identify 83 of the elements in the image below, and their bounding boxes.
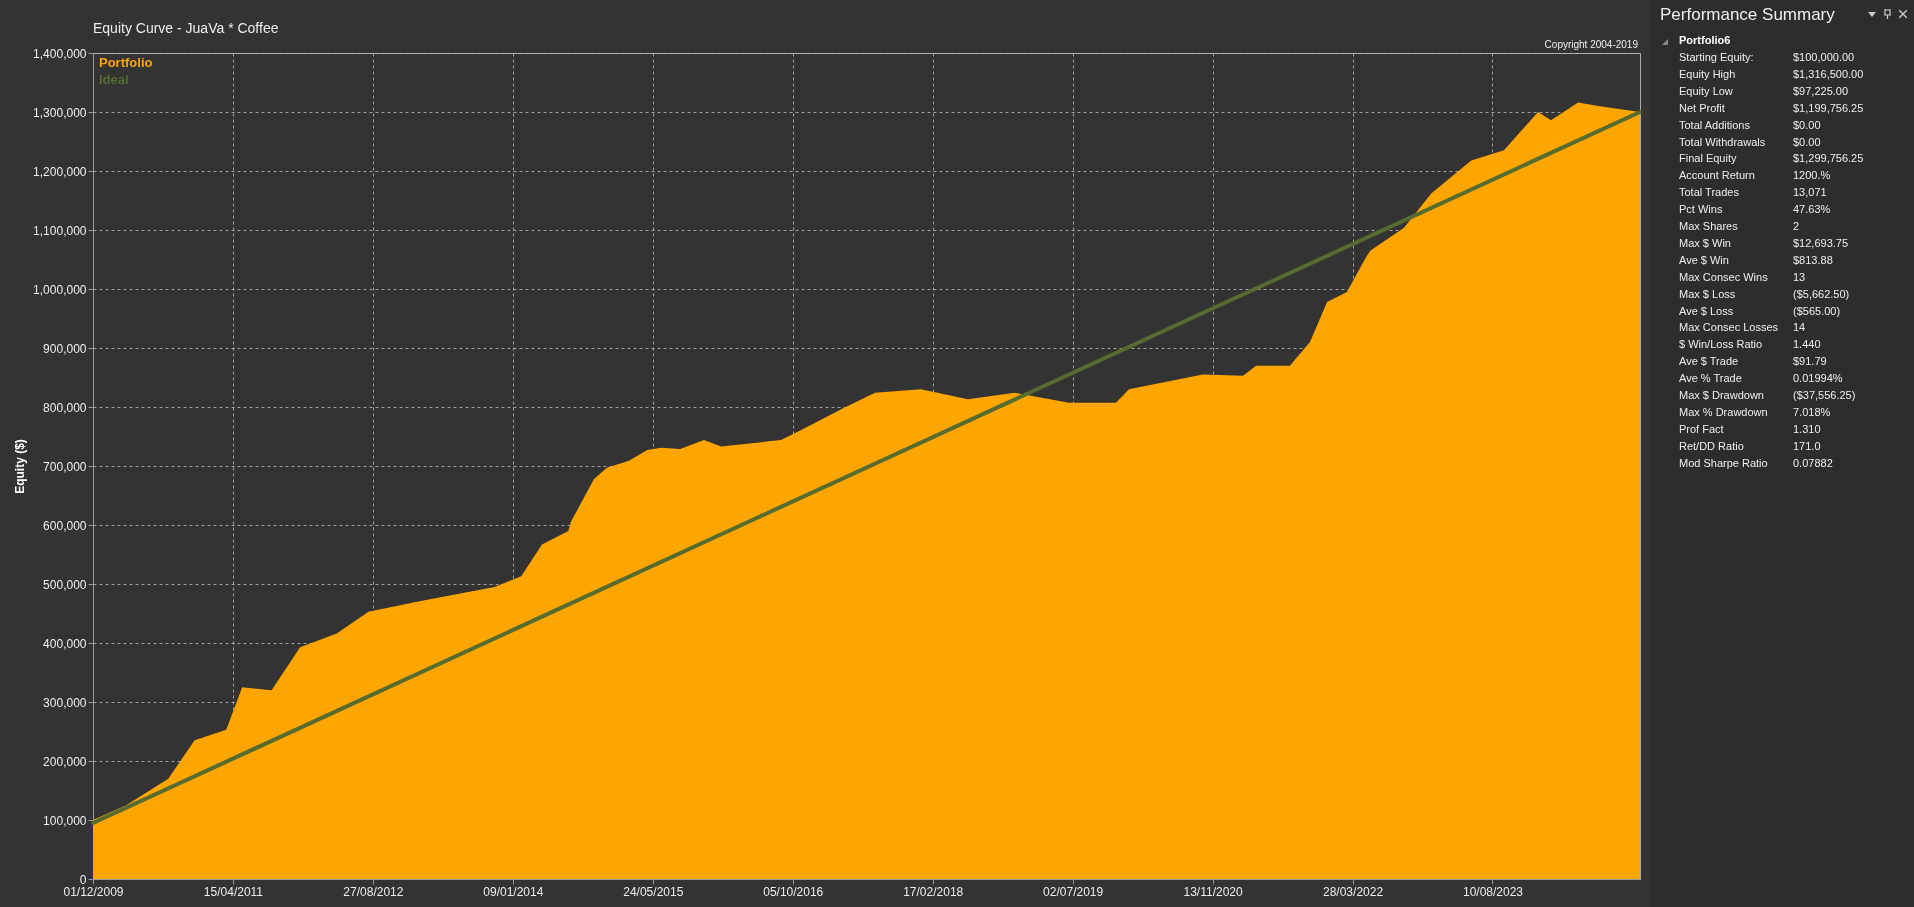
text: Max $ Drawdown xyxy=(1679,389,1764,401)
text: 2 xyxy=(1793,220,1800,232)
text: Max % Drawdown xyxy=(1679,405,1768,418)
text: Starting Equity: xyxy=(1679,51,1754,63)
text: Max Consec Wins xyxy=(1679,270,1769,283)
text: Prof Fact xyxy=(1679,422,1724,435)
y-tick-label: 400,000 xyxy=(43,636,87,651)
chart-title: Equity Curve - JuaVa * Coffee xyxy=(93,20,279,36)
text: Equity Low xyxy=(1679,84,1733,97)
text: Total Trades xyxy=(1679,186,1740,199)
x-tick-label: 13/11/2020 xyxy=(1183,884,1243,899)
y-tick-label: 500,000 xyxy=(43,577,87,592)
text: $1,299,756.25 xyxy=(1793,152,1864,165)
text: 171.0 xyxy=(1793,439,1821,452)
y-tick-label: 900,000 xyxy=(43,341,87,356)
text: $ Win/Loss Ratio xyxy=(1679,338,1763,351)
y-tick-label: 1,300,000 xyxy=(33,105,87,120)
text: Pct Wins xyxy=(1679,203,1723,216)
x-tick-label: 09/01/2014 xyxy=(483,884,544,899)
text: 14 xyxy=(1793,321,1806,334)
text: Max $ Win xyxy=(1679,236,1731,249)
x-tick-label: 27/08/2012 xyxy=(343,884,404,899)
y-tick-label: 200,000 xyxy=(43,754,87,769)
y-tick-label: 1,100,000 xyxy=(33,223,87,238)
text: $12,693.75 xyxy=(1793,236,1849,249)
text: 0.01994% xyxy=(1793,372,1843,385)
x-tick-label: 17/02/2018 xyxy=(903,884,964,899)
text: Portfolio xyxy=(99,55,153,70)
text: 0.07882 xyxy=(1793,456,1833,469)
text: $97,225.00 xyxy=(1793,84,1849,97)
text: $100,000.00 xyxy=(1793,51,1855,63)
text: 13,071 xyxy=(1793,186,1827,199)
x-tick-label: 01/12/2009 xyxy=(63,884,124,899)
text: 7.018% xyxy=(1793,405,1831,418)
text: Mod Sharpe Ratio xyxy=(1679,456,1768,469)
text: Ave $ Trade xyxy=(1679,355,1739,368)
x-tick-label: 02/07/2019 xyxy=(1043,884,1104,899)
text: Max Consec Losses xyxy=(1679,321,1779,334)
text: Total Additions xyxy=(1679,118,1751,131)
text: Ret/DD Ratio xyxy=(1679,439,1744,452)
text: Equity High xyxy=(1679,67,1736,80)
y-tick-label: 300,000 xyxy=(43,695,87,710)
x-tick-label: 05/10/2016 xyxy=(763,884,824,899)
text: 1200.% xyxy=(1793,169,1831,182)
text: Ave $ Win xyxy=(1679,253,1729,266)
x-tick-label: 28/03/2022 xyxy=(1323,884,1384,899)
text: 1.440 xyxy=(1793,338,1821,351)
y-tick-label: 600,000 xyxy=(43,518,87,533)
y-tick-label: 1,000,000 xyxy=(33,282,87,297)
text: Max $ Loss xyxy=(1679,287,1736,300)
text: $91.79 xyxy=(1793,355,1827,368)
text: 13 xyxy=(1793,270,1806,283)
text: $0.00 xyxy=(1793,135,1821,148)
text: ($565.00) xyxy=(1793,304,1841,317)
text: $1,199,756.25 xyxy=(1793,101,1864,114)
text: Copyright 2004-2019 xyxy=(1544,39,1639,50)
x-tick-label: 15/04/2011 xyxy=(203,884,264,899)
x-tick-label: 24/05/2015 xyxy=(623,884,684,899)
text: Final Equity xyxy=(1679,152,1737,165)
text: Ave $ Loss xyxy=(1679,304,1734,317)
y-tick-label: 100,000 xyxy=(43,813,87,828)
text: Max Shares xyxy=(1679,220,1739,232)
text: Total Withdrawals xyxy=(1679,135,1766,148)
y-tick-label: 1,200,000 xyxy=(33,164,87,179)
text: Ideal xyxy=(99,72,129,87)
y-tick-label: 700,000 xyxy=(43,459,87,474)
y-tick-label: 1,400,000 xyxy=(33,46,87,61)
text: ($37,556.25) xyxy=(1793,389,1856,401)
text: $1,316,500.00 xyxy=(1793,67,1864,80)
text: $0.00 xyxy=(1793,118,1821,131)
text: Account Return xyxy=(1679,169,1755,182)
text: Performance Summary xyxy=(1660,5,1836,24)
text: Portfolio6 xyxy=(1679,34,1731,46)
y-tick-label: 800,000 xyxy=(43,400,87,415)
y-axis-title: Equity ($) xyxy=(13,439,28,494)
text: $813.88 xyxy=(1793,253,1833,266)
text: Ave % Trade xyxy=(1679,372,1742,385)
text: ($5,662.50) xyxy=(1793,287,1850,300)
text: 47.63% xyxy=(1793,203,1831,216)
y-tick-label: 0 xyxy=(79,872,87,887)
text: Net Profit xyxy=(1679,101,1725,114)
x-tick-label: 10/08/2023 xyxy=(1462,884,1524,899)
text: 1.310 xyxy=(1793,422,1821,435)
